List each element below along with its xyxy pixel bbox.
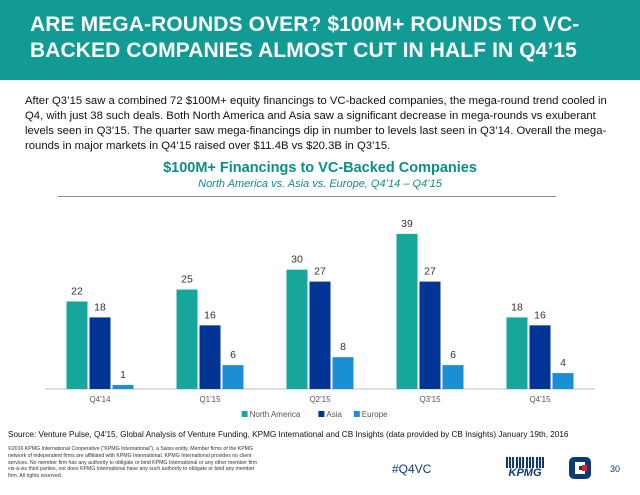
data-label: 8	[340, 341, 346, 353]
source-note: Source: Venture Pulse, Q4'15, Global Ana…	[8, 430, 569, 439]
bar	[419, 281, 441, 389]
header-banner: ARE MEGA-ROUNDS OVER? $100M+ ROUNDS TO V…	[0, 0, 640, 80]
data-label: 16	[204, 309, 216, 321]
data-label: 18	[94, 301, 106, 313]
intro-paragraph: After Q3’15 saw a combined 72 $100M+ equ…	[25, 95, 607, 152]
data-label: 25	[181, 274, 193, 286]
hashtag: #Q4VC	[392, 462, 432, 476]
bar	[286, 269, 308, 389]
kpmg-logo-text: KPMG	[508, 467, 542, 479]
data-label: 6	[450, 349, 456, 361]
data-label: 27	[424, 266, 436, 278]
legend-label: Europe	[362, 410, 388, 419]
data-label: 39	[401, 218, 413, 230]
data-label: 16	[534, 309, 546, 321]
x-tick-label: Q1'15	[199, 395, 221, 404]
bar	[222, 365, 244, 389]
data-label: 22	[71, 285, 83, 297]
data-label: 4	[560, 357, 566, 369]
cb-insights-logo-icon	[569, 457, 591, 479]
bar	[442, 365, 464, 389]
bar	[199, 325, 221, 389]
page-number: 30	[610, 464, 621, 474]
bar-chart: 22 18 1 Q4'14 25 16 6 Q1'15 30 27 8 Q2'15 39 27 6 Q3'15…	[45, 218, 595, 419]
legal-disclaimer: ©2016 KPMG International Cooperative (“K…	[8, 446, 258, 480]
x-tick-label: Q4'14	[89, 395, 111, 404]
page-title: ARE MEGA-ROUNDS OVER? $100M+ ROUNDS TO V…	[30, 13, 580, 62]
x-tick-label: Q2'15	[309, 395, 331, 404]
data-label: 1	[120, 369, 126, 381]
chart-subtitle: North America vs. Asia vs. Europe, Q4’14…	[198, 178, 442, 190]
legend-swatch	[241, 411, 248, 417]
legend-swatch	[318, 411, 325, 417]
legend-label: Asia	[326, 410, 342, 419]
bar	[112, 385, 134, 389]
bar	[309, 281, 331, 389]
bar	[89, 317, 111, 389]
chart-title-divider	[58, 196, 556, 197]
data-label: 18	[511, 301, 523, 313]
chart-title: $100M+ Financings to VC-Backed Companies	[163, 160, 477, 176]
bar	[332, 357, 354, 389]
x-tick-label: Q4'15	[529, 395, 551, 404]
x-tick-label: Q3'15	[419, 395, 441, 404]
bar	[552, 373, 574, 389]
data-label: 6	[230, 349, 236, 361]
kpmg-logo-blocks	[506, 455, 546, 473]
bar	[396, 233, 418, 389]
data-label: 27	[314, 266, 326, 278]
bar	[176, 289, 198, 389]
legend-swatch	[353, 411, 360, 417]
legend-label: North America	[250, 410, 301, 419]
bar	[529, 325, 551, 389]
data-label: 30	[291, 254, 303, 266]
bar	[66, 301, 88, 389]
bar	[506, 317, 528, 389]
kpmg-logo-icon: KPMG	[500, 455, 550, 483]
